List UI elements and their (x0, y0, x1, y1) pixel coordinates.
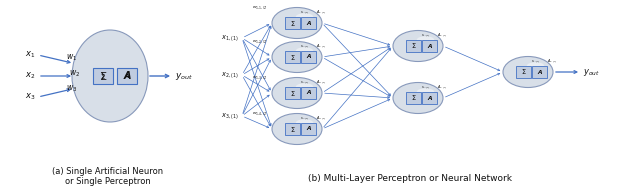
FancyBboxPatch shape (285, 87, 300, 99)
Text: $w_3$: $w_3$ (66, 84, 77, 94)
Ellipse shape (393, 31, 443, 62)
Ellipse shape (296, 13, 313, 20)
Text: $\Sigma$: $\Sigma$ (290, 125, 296, 134)
Text: A: A (306, 54, 310, 60)
Text: A: A (306, 126, 310, 131)
Text: $A_{1,(4)}$: $A_{1,(4)}$ (547, 57, 557, 66)
Ellipse shape (417, 36, 435, 43)
Text: $\Sigma$: $\Sigma$ (411, 94, 417, 103)
Ellipse shape (296, 47, 313, 54)
Text: $w_{1,2,(2)}$: $w_{1,2,(2)}$ (252, 38, 268, 46)
Ellipse shape (296, 83, 313, 90)
Text: $\Sigma$: $\Sigma$ (290, 19, 296, 28)
FancyBboxPatch shape (531, 66, 547, 78)
Text: $w_{1,4,(2)}$: $w_{1,4,(2)}$ (252, 110, 268, 118)
Text: $w_{1,1,(2)}$: $w_{1,1,(2)}$ (252, 4, 268, 12)
Text: $A_{1,(3)}$: $A_{1,(3)}$ (437, 31, 447, 40)
Text: $\Sigma$: $\Sigma$ (99, 70, 108, 82)
Text: $A_{1,(2)}$: $A_{1,(2)}$ (316, 8, 326, 17)
Text: $\Sigma$: $\Sigma$ (290, 88, 296, 97)
Ellipse shape (417, 88, 435, 95)
FancyBboxPatch shape (301, 51, 316, 63)
Text: A: A (306, 20, 310, 26)
Text: $A_{2,(2)}$: $A_{2,(2)}$ (316, 42, 326, 51)
Text: $s_{1,(4)}$: $s_{1,(4)}$ (531, 58, 541, 66)
Text: $s_{2,(2)}$: $s_{2,(2)}$ (300, 43, 310, 51)
Ellipse shape (503, 57, 553, 87)
FancyBboxPatch shape (285, 51, 300, 63)
Ellipse shape (272, 78, 322, 108)
FancyBboxPatch shape (301, 123, 316, 135)
Ellipse shape (272, 41, 322, 73)
FancyBboxPatch shape (422, 40, 437, 52)
Text: $A_{2,(3)}$: $A_{2,(3)}$ (437, 83, 447, 92)
Text: (a) Single Artificial Neuron
or Single Perceptron: (a) Single Artificial Neuron or Single P… (52, 167, 164, 186)
Text: $y_{out}$: $y_{out}$ (175, 70, 193, 82)
Text: $y_{out}$: $y_{out}$ (583, 66, 600, 78)
Text: A: A (125, 74, 129, 79)
Text: $x_{1,(1)}$: $x_{1,(1)}$ (221, 33, 239, 43)
Text: $s_{3,(2)}$: $s_{3,(2)}$ (300, 79, 310, 87)
Text: $x_1$: $x_1$ (25, 50, 35, 60)
FancyBboxPatch shape (301, 87, 316, 99)
Ellipse shape (393, 83, 443, 113)
FancyBboxPatch shape (422, 92, 437, 104)
FancyBboxPatch shape (406, 40, 421, 52)
Text: $\Sigma$: $\Sigma$ (411, 41, 417, 50)
FancyBboxPatch shape (406, 92, 421, 104)
FancyBboxPatch shape (117, 68, 137, 84)
Text: $x_{3,(1)}$: $x_{3,(1)}$ (221, 111, 239, 121)
Text: $\Sigma$: $\Sigma$ (520, 67, 526, 77)
Ellipse shape (272, 113, 322, 145)
Text: $\Sigma$: $\Sigma$ (100, 71, 106, 80)
Ellipse shape (296, 119, 313, 126)
Text: $s_{4,(2)}$: $s_{4,(2)}$ (300, 115, 310, 123)
FancyBboxPatch shape (516, 66, 531, 78)
Text: $x_2$: $x_2$ (25, 71, 35, 81)
Text: $\Sigma$: $\Sigma$ (290, 53, 296, 62)
FancyBboxPatch shape (93, 68, 113, 84)
Text: $s_{2,(3)}$: $s_{2,(3)}$ (421, 84, 431, 92)
Text: $w_2$: $w_2$ (69, 69, 80, 79)
Text: $w_{1,3,(2)}$: $w_{1,3,(2)}$ (252, 74, 268, 82)
Text: $x_{2,(1)}$: $x_{2,(1)}$ (221, 70, 239, 80)
Text: A: A (124, 71, 131, 81)
Text: A: A (537, 70, 541, 74)
Text: A: A (427, 96, 431, 100)
Text: $A_{3,(2)}$: $A_{3,(2)}$ (316, 78, 326, 87)
Text: $w_1$: $w_1$ (66, 53, 77, 63)
Text: $s_{1,(3)}$: $s_{1,(3)}$ (421, 32, 431, 40)
Ellipse shape (72, 30, 148, 122)
Text: $x_3$: $x_3$ (24, 92, 35, 102)
Ellipse shape (527, 62, 544, 69)
Text: A: A (427, 44, 431, 49)
Text: A: A (306, 91, 310, 96)
Ellipse shape (272, 7, 322, 39)
Text: $A_{4,(2)}$: $A_{4,(2)}$ (316, 114, 326, 123)
FancyBboxPatch shape (285, 123, 300, 135)
Text: (b) Multi-Layer Perceptron or Neural Network: (b) Multi-Layer Perceptron or Neural Net… (308, 174, 512, 183)
FancyBboxPatch shape (301, 17, 316, 29)
FancyBboxPatch shape (285, 17, 300, 29)
Text: $s_{1,(2)}$: $s_{1,(2)}$ (300, 9, 310, 17)
